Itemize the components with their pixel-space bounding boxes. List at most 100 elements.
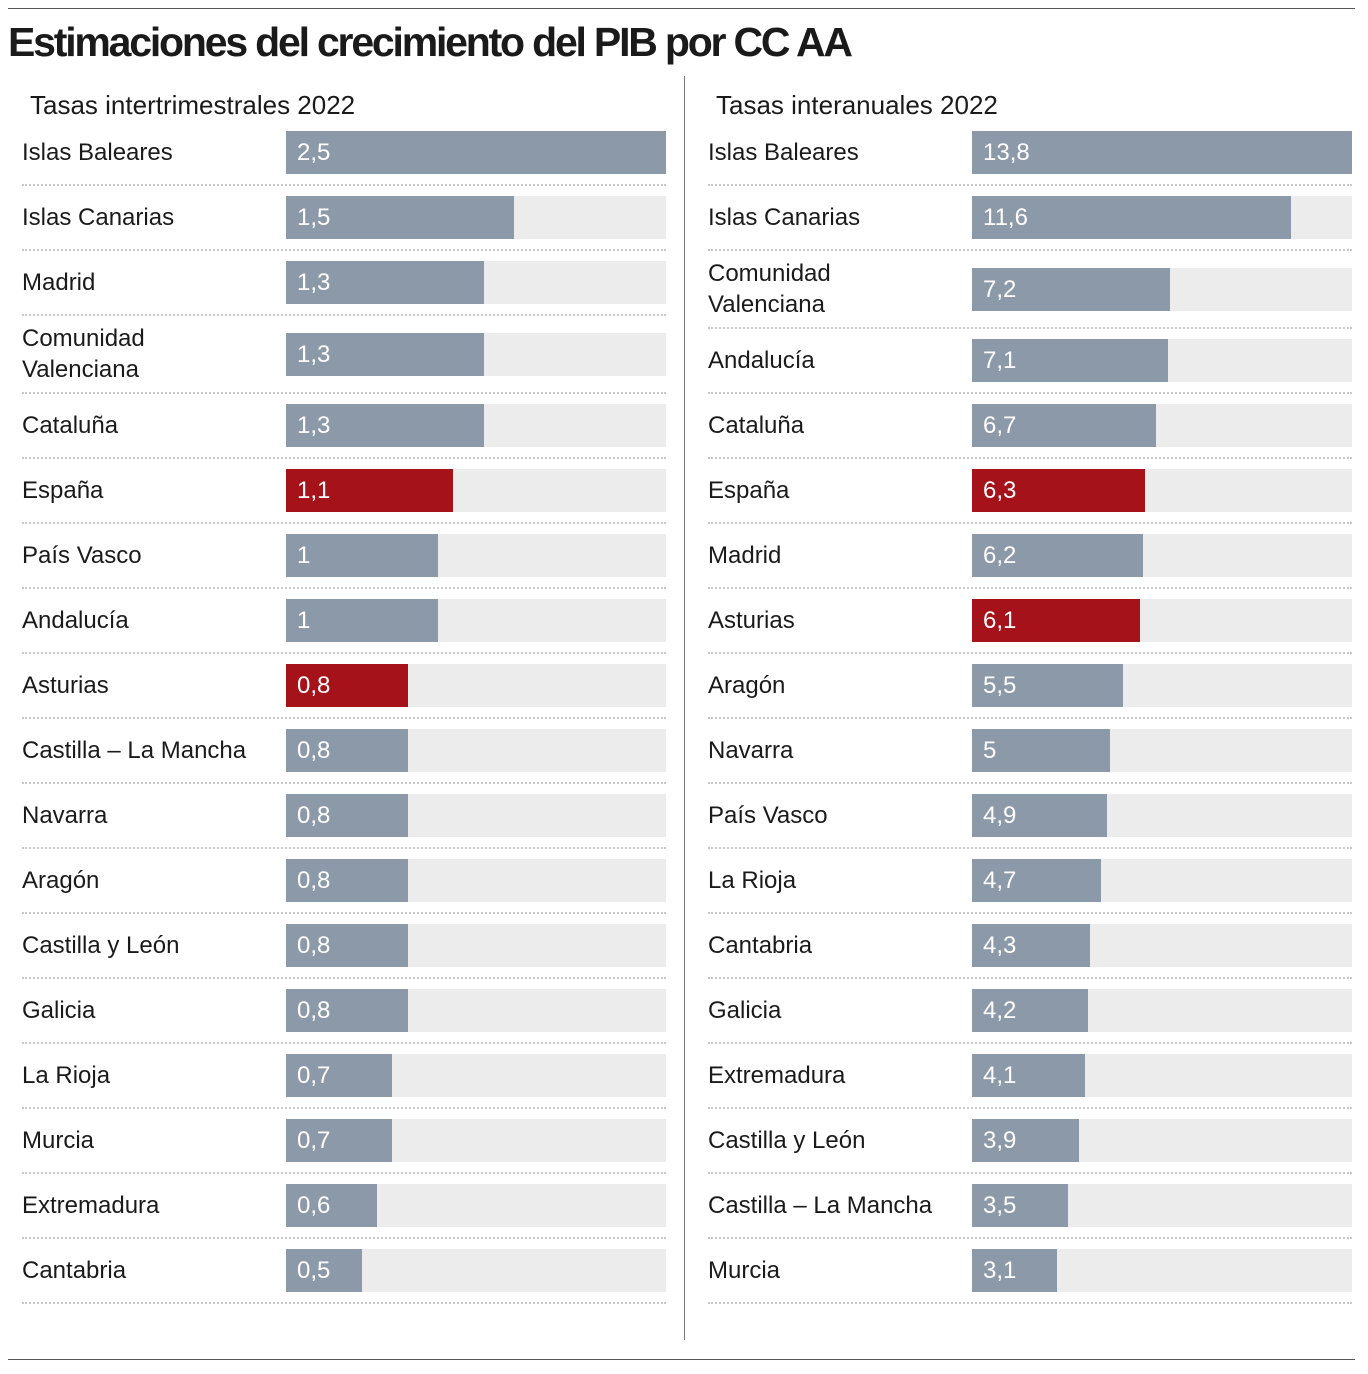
value-label: 0,7 — [297, 1127, 331, 1154]
bottom-rule — [8, 1359, 1355, 1360]
value-label: 0,8 — [297, 997, 331, 1024]
bar-track: 4,7 — [972, 859, 1352, 902]
category-label: Islas Canarias — [22, 204, 175, 231]
category-label: Comunidad Valenciana — [22, 325, 145, 383]
bar-track: 1,3 — [286, 404, 666, 447]
category-label: Castilla – La Mancha — [22, 737, 247, 764]
bar-row: Cataluña 6,7 — [708, 394, 1352, 459]
category-label: Cantabria — [22, 1257, 127, 1284]
bar-track: 1,3 — [286, 332, 666, 376]
value-label: 13,8 — [983, 139, 1030, 166]
panel: Tasas intertrimestrales 2022 Islas Balear… — [22, 76, 666, 1304]
category-label: La Rioja — [708, 867, 797, 894]
value-label: 7,1 — [983, 347, 1017, 374]
bar — [286, 469, 454, 512]
subtitle: Tasas intertrimestrales 2022 — [30, 90, 356, 120]
value-label: 0,7 — [297, 1062, 331, 1089]
value-label: 0,5 — [297, 1257, 331, 1284]
value-label: 4,3 — [983, 932, 1017, 959]
bar — [286, 1119, 393, 1162]
category-label: Cantabria — [708, 932, 813, 959]
bar-row: Andalucía 7,1 — [708, 329, 1352, 394]
bar-row: Comunidad Valenciana 1,3 — [22, 316, 666, 394]
category-label: Islas Baleares — [22, 139, 173, 166]
bar — [972, 1249, 1058, 1292]
bar-track: 6,3 — [972, 469, 1352, 512]
bar-track: 1 — [286, 534, 666, 577]
category-label: Comunidad Valenciana — [708, 260, 831, 318]
category-label: Castilla – La Mancha — [708, 1192, 933, 1219]
bar — [286, 131, 666, 174]
value-label: 4,9 — [983, 802, 1017, 829]
category-label: Aragón — [22, 867, 100, 894]
value-label: 0,8 — [297, 737, 331, 764]
bar-track: 0,8 — [286, 859, 666, 902]
category-label: Extremadura — [22, 1192, 160, 1219]
bar-row: Castilla – La Mancha 0,8 — [22, 719, 666, 784]
bar-row: Madrid 6,2 — [708, 524, 1352, 589]
category-label: Castilla y León — [22, 932, 180, 959]
category-label: Galicia — [708, 997, 782, 1024]
bar-track: 1,1 — [286, 469, 666, 512]
bar-row: Galicia 4,2 — [708, 979, 1352, 1044]
bar — [972, 794, 1107, 837]
bar-row: Islas Baleares 2,5 — [22, 121, 666, 186]
category-label: País Vasco — [708, 802, 828, 829]
bar-track: 4,1 — [972, 1054, 1352, 1097]
category-label: Asturias — [708, 607, 795, 634]
bar-row: Islas Canarias 11,6 — [708, 186, 1352, 251]
value-label: 1,5 — [297, 204, 331, 231]
bar-track: 3,5 — [972, 1184, 1352, 1227]
bar — [286, 332, 484, 376]
bar — [972, 1184, 1069, 1227]
bar — [286, 534, 438, 577]
panel: Tasas interanuales 2022 Islas Baleares 13,… — [708, 76, 1352, 1304]
value-label: 1,3 — [297, 412, 331, 439]
bar-track: 3,1 — [972, 1249, 1352, 1292]
bar-row: Murcia 3,1 — [708, 1239, 1352, 1304]
bar — [972, 534, 1143, 577]
bar-row: Islas Canarias 1,5 — [22, 186, 666, 251]
bar-track: 1,5 — [286, 196, 666, 239]
bar-track: 1,3 — [286, 261, 666, 304]
value-label: 1 — [297, 542, 311, 569]
bar — [972, 924, 1091, 967]
bar-row: País Vasco 1 — [22, 524, 666, 589]
bar — [286, 924, 408, 967]
value-label: 2,5 — [297, 139, 331, 166]
category-label: La Rioja — [22, 1062, 111, 1089]
bar-row: Extremadura 4,1 — [708, 1044, 1352, 1109]
bar — [286, 794, 408, 837]
value-label: 5 — [983, 737, 997, 764]
bar-row: España 1,1 — [22, 459, 666, 524]
category-label: Cataluña — [708, 412, 805, 439]
value-label: 6,2 — [983, 542, 1017, 569]
bar — [972, 1119, 1080, 1162]
bar — [286, 1184, 378, 1227]
category-label: Navarra — [22, 802, 108, 829]
category-label: Cataluña — [22, 412, 119, 439]
value-label: 4,2 — [983, 997, 1017, 1024]
bar-row: Aragón 5,5 — [708, 654, 1352, 719]
value-label: 6,7 — [983, 412, 1017, 439]
bar — [286, 1054, 393, 1097]
value-label: 3,5 — [983, 1192, 1017, 1219]
value-label: 7,2 — [983, 275, 1017, 303]
bar-row: La Rioja 0,7 — [22, 1044, 666, 1109]
bar — [972, 131, 1352, 174]
category-label: Murcia — [708, 1257, 781, 1284]
value-label: 3,9 — [983, 1127, 1017, 1154]
bar-row: Cataluña 1,3 — [22, 394, 666, 459]
bar-track: 2,5 — [286, 131, 666, 174]
category-label: País Vasco — [22, 542, 142, 569]
chart-title: Estimaciones del crecimiento del PIB por… — [8, 19, 853, 65]
value-label: 1,3 — [297, 269, 331, 296]
category-label: Madrid — [22, 269, 96, 296]
value-label: 4,1 — [983, 1062, 1017, 1089]
category-label: Aragón — [708, 672, 786, 699]
value-label: 0,6 — [297, 1192, 331, 1219]
bar-track: 5,5 — [972, 664, 1352, 707]
bar-row: Galicia 0,8 — [22, 979, 666, 1044]
bar-track: 4,9 — [972, 794, 1352, 837]
bar-track: 7,1 — [972, 339, 1352, 382]
